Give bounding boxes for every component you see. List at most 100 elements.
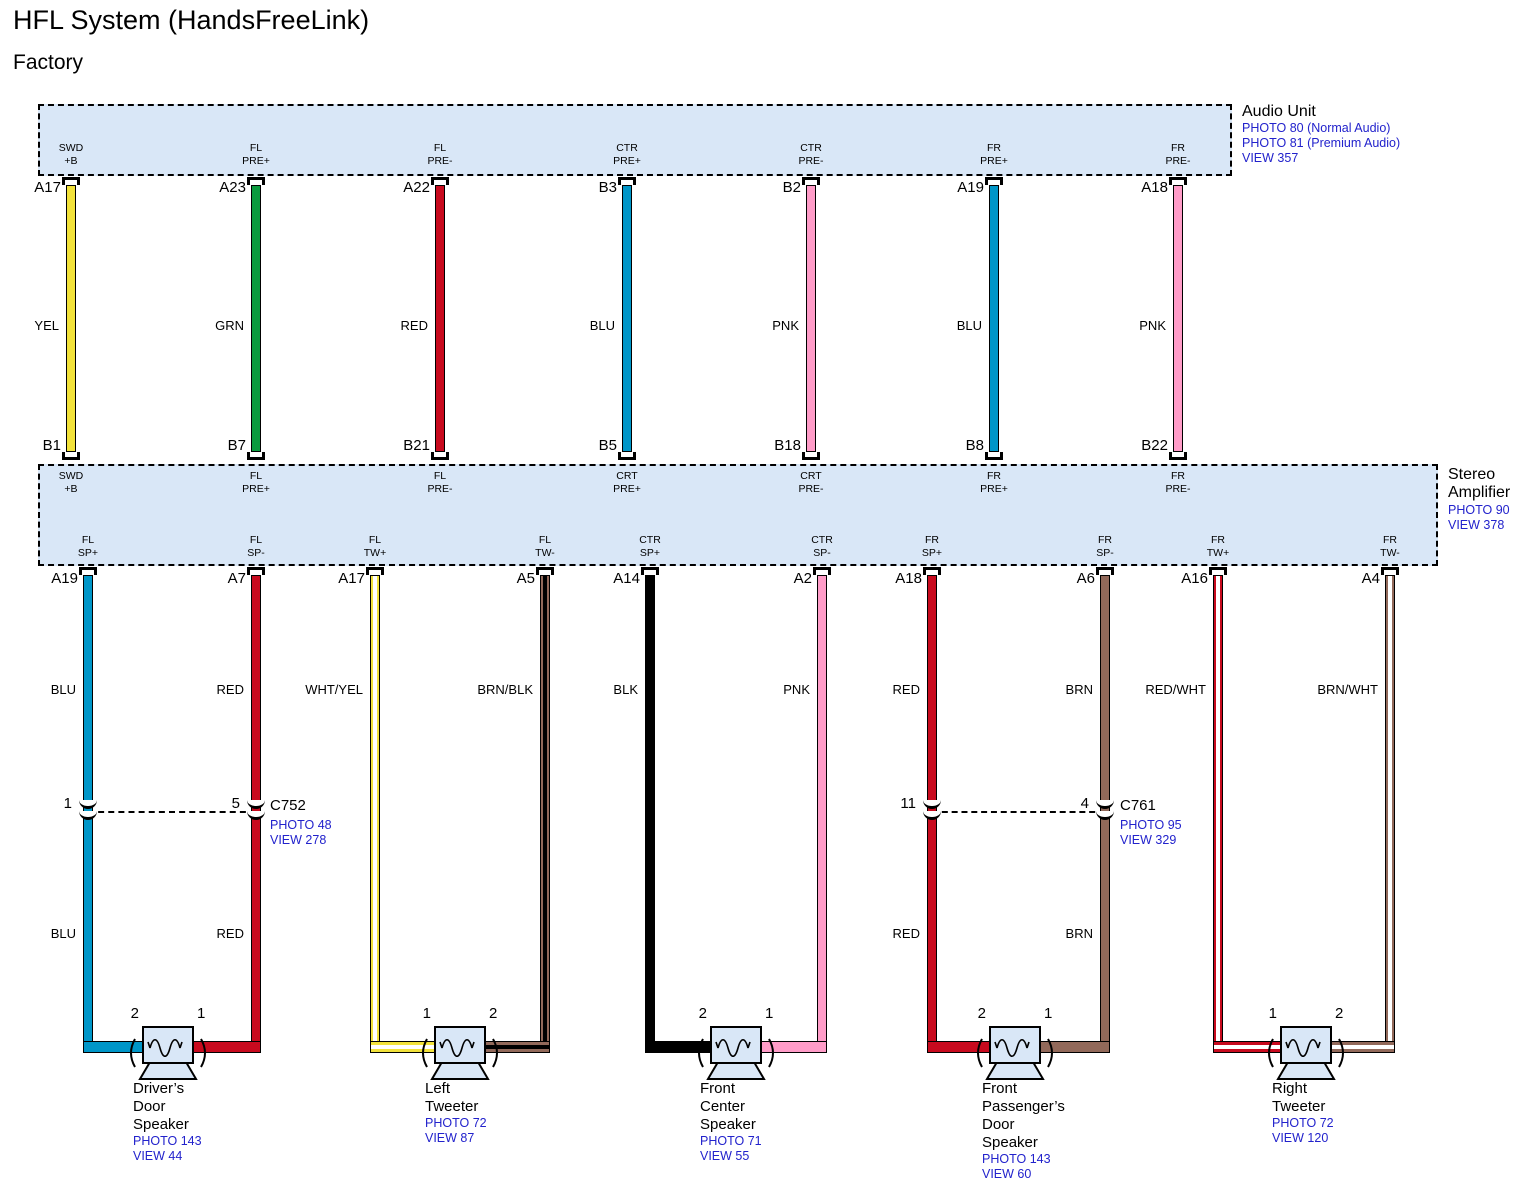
wire-break-icon — [1096, 811, 1114, 820]
speaker-view-link[interactable]: VIEW 60 — [982, 1167, 1032, 1181]
wire-fl-tw-minus — [540, 575, 550, 1051]
pin-label: A7 — [227, 570, 246, 587]
wire-color-label: PNK — [1139, 318, 1166, 333]
pin-label: B8 — [965, 437, 984, 454]
amp-pin-label: SWD +B — [58, 470, 84, 495]
connector-terminal-icon — [1169, 452, 1187, 460]
connector-terminal-icon — [1209, 567, 1227, 575]
wire-break-icon — [79, 811, 97, 820]
speaker-name: Driver’s Door Speaker — [133, 1080, 189, 1133]
amp-pin-label: FL PRE+ — [242, 470, 270, 495]
speaker-pin-label: 1 — [1268, 1005, 1277, 1022]
wire-ctr-sp-plus — [645, 575, 655, 1051]
wire-break-icon — [247, 811, 265, 820]
speaker-callout: Right Tweeter PHOTO 72 VIEW 120 — [1272, 1080, 1334, 1146]
connector-terminal-icon — [247, 452, 265, 460]
connector-terminal-icon — [618, 177, 636, 185]
audio-unit-box — [38, 104, 1232, 176]
pin-label: A19 — [957, 179, 984, 196]
wire-fl-tw-plus — [370, 1041, 437, 1053]
pin-label: A4 — [1361, 570, 1380, 587]
wire-color-label: BRN — [1065, 682, 1093, 697]
connector-terminal-icon — [62, 177, 80, 185]
amp-pin-label: FR PRE+ — [980, 470, 1008, 495]
wire-break-icon — [923, 800, 941, 809]
connector-terminal-icon — [1169, 177, 1187, 185]
speaker-callout: Front Center Speaker PHOTO 71 VIEW 55 — [700, 1080, 762, 1164]
connector-terminal-icon — [431, 177, 449, 185]
speaker-view-link[interactable]: VIEW 55 — [700, 1149, 750, 1163]
wire-color-label: RED — [216, 926, 244, 941]
connector-view-link[interactable]: VIEW 329 — [1120, 833, 1177, 847]
speaker-icon — [130, 1026, 206, 1080]
connector-terminal-icon — [1381, 567, 1399, 575]
pin-label: A17 — [34, 179, 61, 196]
speaker-name: Left Tweeter — [425, 1080, 479, 1115]
pin-label: A5 — [516, 570, 535, 587]
connector-terminal-icon — [641, 567, 659, 575]
pin-label: A19 — [51, 570, 78, 587]
wire-ctr-pre-minus — [806, 185, 816, 452]
connector-line — [932, 811, 1105, 813]
connector-callout: C752 PHOTO 48 VIEW 278 — [270, 797, 332, 848]
wire-color-label: BRN — [1065, 926, 1093, 941]
speaker-name: Right Tweeter — [1272, 1080, 1326, 1115]
speaker-icon — [698, 1026, 774, 1080]
amp-pin-label: FL SP- — [247, 534, 265, 559]
amp-pin-label: FR PRE- — [1165, 470, 1191, 495]
speaker-pin-label: 2 — [698, 1005, 707, 1022]
amp-pin-label: FL TW- — [535, 534, 555, 559]
connector-terminal-icon — [62, 452, 80, 460]
wire-color-label: BLU — [50, 926, 76, 941]
speaker-photo-link[interactable]: PHOTO 143 — [982, 1152, 1051, 1166]
pin-label: A2 — [793, 570, 812, 587]
audio-unit-name: Audio Unit — [1242, 103, 1316, 120]
speaker-view-link[interactable]: VIEW 87 — [425, 1131, 475, 1145]
speaker-photo-link[interactable]: PHOTO 143 — [133, 1134, 202, 1148]
connector-terminal-icon — [985, 452, 1003, 460]
wire-color-label: BLU — [50, 682, 76, 697]
page-title: HFL System (HandsFreeLink) — [13, 5, 370, 35]
amp-pin-label: CTR SP+ — [639, 534, 661, 559]
stereo-amplifier-box — [38, 464, 1438, 566]
wire-color-label: YEL — [34, 318, 59, 333]
amplifier-photo-link[interactable]: PHOTO 90 — [1448, 502, 1510, 517]
speaker-pin-label: 1 — [1044, 1005, 1053, 1022]
connector-view-link[interactable]: VIEW 278 — [270, 833, 327, 847]
audio-unit-view-link[interactable]: VIEW 357 — [1242, 151, 1299, 166]
wire-fr-tw-minus — [1385, 575, 1395, 1051]
connector-photo-link[interactable]: PHOTO 95 — [1120, 818, 1182, 832]
wire-fl-pre-plus — [251, 185, 261, 452]
connector-terminal-icon — [802, 452, 820, 460]
amplifier-view-link[interactable]: VIEW 378 — [1448, 517, 1505, 532]
speaker-view-link[interactable]: VIEW 120 — [1272, 1131, 1329, 1145]
speaker-pin-label: 2 — [977, 1005, 986, 1022]
connector-photo-link[interactable]: PHOTO 48 — [270, 818, 332, 832]
speaker-photo-link[interactable]: PHOTO 72 — [1272, 1116, 1334, 1130]
speaker-view-link[interactable]: VIEW 44 — [133, 1149, 183, 1163]
audio-unit-photo-link[interactable]: PHOTO 80 (Normal Audio) — [1242, 121, 1391, 136]
wire-color-label: GRN — [215, 318, 244, 333]
pin-label: B5 — [598, 437, 617, 454]
speaker-icon — [977, 1026, 1053, 1080]
wire-color-label: BLU — [589, 318, 615, 333]
connector-terminal-icon — [247, 177, 265, 185]
pin-label: B3 — [598, 179, 617, 196]
pin-label: A6 — [1076, 570, 1095, 587]
speaker-name: Front Passenger’s Door Speaker — [982, 1080, 1065, 1151]
wire-color-label: WHT/YEL — [305, 682, 363, 697]
speaker-photo-link[interactable]: PHOTO 72 — [425, 1116, 487, 1130]
connector-name: C752 — [270, 797, 306, 814]
pin-label: A17 — [338, 570, 365, 587]
speaker-icon — [422, 1026, 498, 1080]
pin-label: B18 — [774, 437, 801, 454]
wire-fr-tw-plus — [1213, 575, 1223, 1051]
connector-line — [88, 811, 256, 813]
audio-unit-photo-link[interactable]: PHOTO 81 (Premium Audio) — [1242, 136, 1401, 151]
page-subtitle: Factory — [13, 51, 84, 74]
wire-color-label: RED — [892, 926, 920, 941]
pin-label: A23 — [219, 179, 246, 196]
amp-pin-label: CTR SP- — [811, 534, 833, 559]
connector-terminal-icon — [536, 567, 554, 575]
speaker-photo-link[interactable]: PHOTO 71 — [700, 1134, 762, 1148]
